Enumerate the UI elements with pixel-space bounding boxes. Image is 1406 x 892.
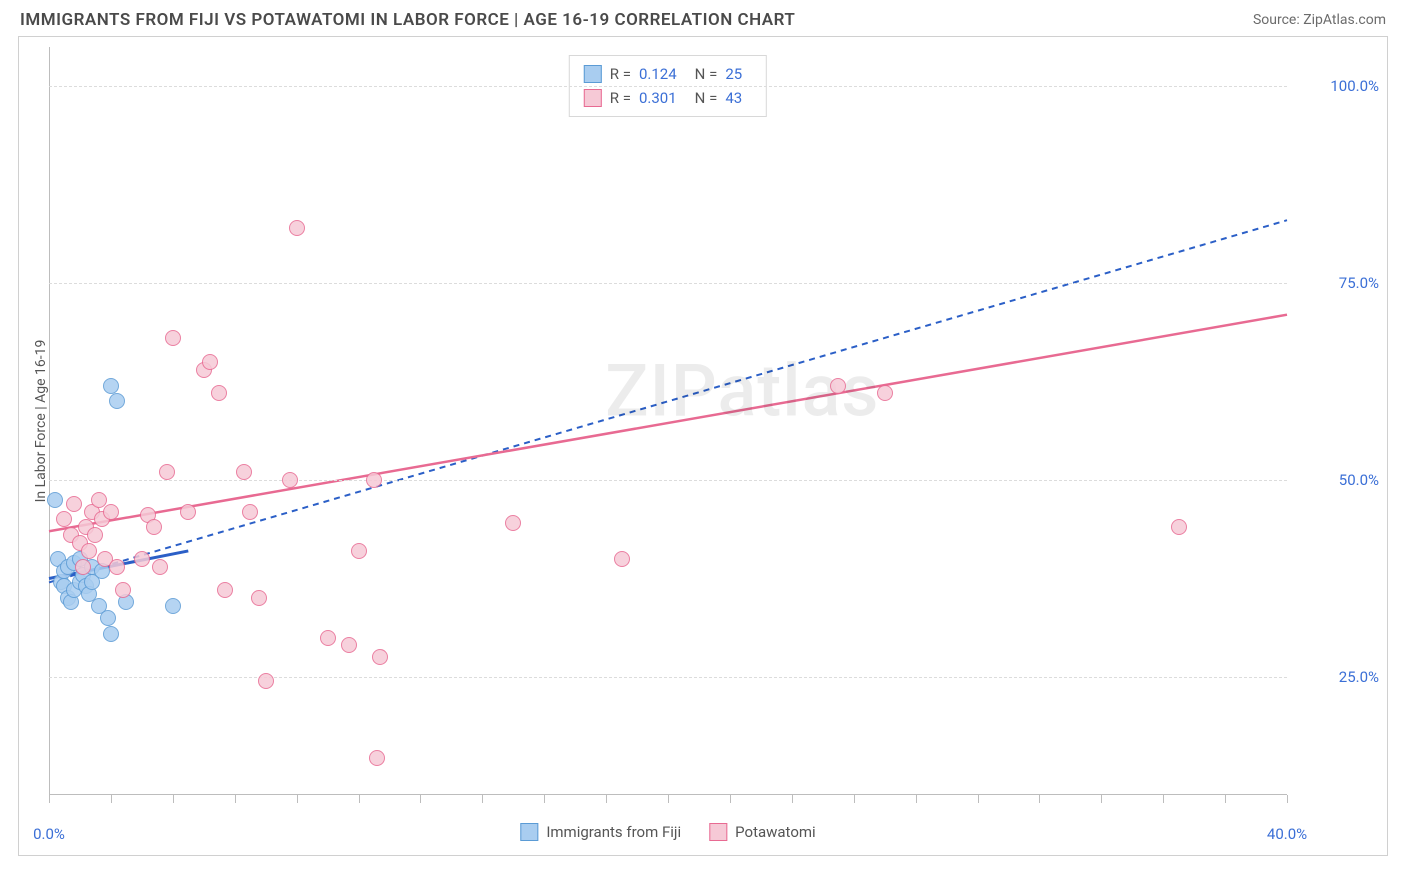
x-tick-mark bbox=[111, 795, 112, 803]
trend-line bbox=[49, 220, 1287, 582]
data-point bbox=[341, 637, 357, 653]
x-tick-mark bbox=[916, 795, 917, 803]
data-point bbox=[320, 630, 336, 646]
data-point bbox=[289, 220, 305, 236]
data-point bbox=[81, 543, 97, 559]
legend-label: Potawatomi bbox=[735, 823, 816, 841]
n-label: N = bbox=[695, 62, 718, 86]
trend-lines-layer bbox=[49, 47, 1287, 795]
grid-line bbox=[49, 86, 1287, 87]
data-point bbox=[236, 464, 252, 480]
x-tick-label: 40.0% bbox=[1267, 825, 1307, 843]
x-tick-mark bbox=[49, 795, 50, 803]
grid-line bbox=[49, 480, 1287, 481]
data-point bbox=[146, 519, 162, 535]
data-point bbox=[372, 649, 388, 665]
data-point bbox=[369, 750, 385, 766]
x-tick-mark bbox=[420, 795, 421, 803]
x-tick-mark bbox=[235, 795, 236, 803]
data-point bbox=[165, 330, 181, 346]
legend-swatch-icon bbox=[709, 823, 727, 841]
x-tick-mark bbox=[1039, 795, 1040, 803]
legend-stats-row: R = 0.124 N = 25 bbox=[584, 62, 752, 86]
data-point bbox=[242, 504, 258, 520]
data-point bbox=[614, 551, 630, 567]
data-point bbox=[56, 511, 72, 527]
data-point bbox=[152, 559, 168, 575]
legend-swatch-icon bbox=[520, 823, 538, 841]
n-label: N = bbox=[695, 86, 718, 110]
legend-label: Immigrants from Fiji bbox=[546, 823, 681, 841]
y-tick-label: 100.0% bbox=[1299, 77, 1379, 95]
data-point bbox=[251, 590, 267, 606]
r-label: R = bbox=[610, 62, 631, 86]
data-point bbox=[211, 385, 227, 401]
y-axis-label: In Labor Force | Age 16-19 bbox=[33, 340, 49, 503]
data-point bbox=[159, 464, 175, 480]
data-point bbox=[1171, 519, 1187, 535]
r-value: 0.301 bbox=[639, 86, 677, 110]
x-tick-mark bbox=[854, 795, 855, 803]
data-point bbox=[103, 378, 119, 394]
data-point bbox=[351, 543, 367, 559]
x-tick-mark bbox=[792, 795, 793, 803]
x-tick-mark bbox=[482, 795, 483, 803]
source-label: Source: ZipAtlas.com bbox=[1253, 12, 1386, 28]
data-point bbox=[366, 472, 382, 488]
data-point bbox=[258, 673, 274, 689]
x-tick-mark bbox=[606, 795, 607, 803]
x-tick-mark bbox=[297, 795, 298, 803]
x-tick-mark bbox=[730, 795, 731, 803]
data-point bbox=[87, 527, 103, 543]
data-point bbox=[877, 385, 893, 401]
chart-container: In Labor Force | Age 16-19 ZIPatlas R = … bbox=[18, 36, 1388, 856]
r-label: R = bbox=[610, 86, 631, 110]
n-value: 25 bbox=[725, 62, 742, 86]
x-tick-mark bbox=[1287, 795, 1288, 803]
n-value: 43 bbox=[725, 86, 742, 110]
x-tick-mark bbox=[544, 795, 545, 803]
grid-line bbox=[49, 283, 1287, 284]
data-point bbox=[109, 559, 125, 575]
r-value: 0.124 bbox=[639, 62, 677, 86]
y-tick-label: 25.0% bbox=[1299, 668, 1379, 686]
data-point bbox=[47, 492, 63, 508]
x-tick-mark bbox=[1101, 795, 1102, 803]
data-point bbox=[165, 598, 181, 614]
data-point bbox=[75, 559, 91, 575]
legend-stats-row: R = 0.301 N = 43 bbox=[584, 86, 752, 110]
data-point bbox=[282, 472, 298, 488]
data-point bbox=[217, 582, 233, 598]
data-point bbox=[103, 504, 119, 520]
chart-title: IMMIGRANTS FROM FIJI VS POTAWATOMI IN LA… bbox=[20, 10, 795, 30]
y-tick-label: 75.0% bbox=[1299, 274, 1379, 292]
data-point bbox=[66, 496, 82, 512]
data-point bbox=[830, 378, 846, 394]
x-tick-label: 0.0% bbox=[33, 825, 65, 843]
x-tick-mark bbox=[668, 795, 669, 803]
x-tick-mark bbox=[173, 795, 174, 803]
legend-series: Immigrants from Fiji Potawatomi bbox=[520, 823, 815, 841]
data-point bbox=[505, 515, 521, 531]
legend-swatch-icon bbox=[584, 65, 602, 83]
legend-swatch-icon bbox=[584, 89, 602, 107]
trend-line bbox=[49, 315, 1287, 532]
data-point bbox=[103, 626, 119, 642]
plot-area: In Labor Force | Age 16-19 ZIPatlas R = … bbox=[49, 47, 1287, 795]
legend-item: Potawatomi bbox=[709, 823, 816, 841]
data-point bbox=[180, 504, 196, 520]
data-point bbox=[202, 354, 218, 370]
x-tick-mark bbox=[1163, 795, 1164, 803]
x-tick-mark bbox=[1225, 795, 1226, 803]
data-point bbox=[115, 582, 131, 598]
header: IMMIGRANTS FROM FIJI VS POTAWATOMI IN LA… bbox=[0, 0, 1406, 36]
data-point bbox=[134, 551, 150, 567]
grid-line bbox=[49, 677, 1287, 678]
data-point bbox=[100, 610, 116, 626]
x-tick-mark bbox=[359, 795, 360, 803]
legend-item: Immigrants from Fiji bbox=[520, 823, 681, 841]
y-tick-label: 50.0% bbox=[1299, 471, 1379, 489]
x-tick-mark bbox=[978, 795, 979, 803]
data-point bbox=[109, 393, 125, 409]
